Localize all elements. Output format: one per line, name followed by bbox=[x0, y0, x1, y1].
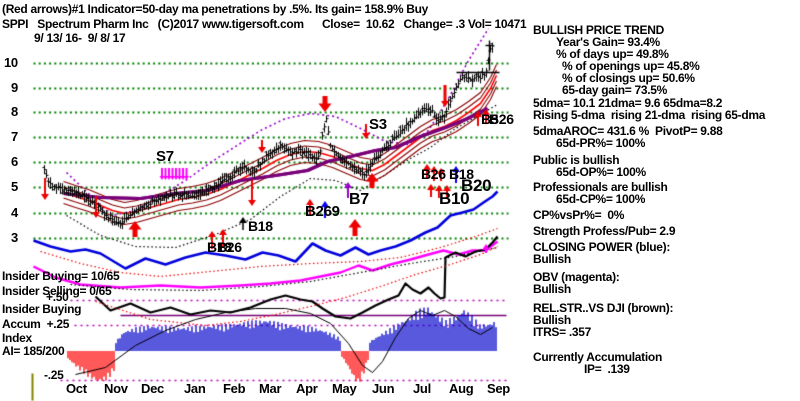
month-sep: Sep bbox=[487, 381, 510, 396]
month-jun: Jun bbox=[372, 381, 395, 396]
panel-65day-gain: 65-day gain= 73.5% bbox=[562, 83, 667, 97]
panel-relstr-status: Bullish bbox=[533, 313, 571, 327]
signal-b20: B20 bbox=[461, 176, 492, 195]
accum-ai-value: AI= 185/200 bbox=[2, 344, 65, 358]
signal-b5-top: B5 bbox=[481, 111, 499, 127]
panel-aroc-pivot: 5dmaAROC= 431.6 % PivotP= 9.88 bbox=[533, 124, 723, 138]
signal-s7: S7 bbox=[156, 148, 174, 165]
signal-b18-right: B18 bbox=[449, 166, 474, 182]
month-oct: Oct bbox=[66, 381, 87, 396]
panel-65d-pr: 65d-PR%= 100% bbox=[556, 136, 646, 150]
month-dec: Dec bbox=[141, 381, 164, 396]
signal-b26-low: B26 bbox=[217, 239, 242, 255]
header-date-range: 9/ 13/ 16- 9/ 8/ 17 bbox=[34, 31, 126, 45]
month-apr: Apr bbox=[296, 381, 318, 396]
yaxis-8: 8 bbox=[11, 104, 18, 119]
panel-cp-status: Bullish bbox=[533, 252, 571, 266]
signal-b26-top: B26 bbox=[489, 111, 514, 127]
panel-openings-up: % of openings up= 45.8% bbox=[562, 59, 700, 73]
panel-obv-title: OBV (magenta): bbox=[533, 270, 620, 284]
month-mar: Mar bbox=[259, 381, 282, 396]
panel-65d-cp: 65d-CP%= 100% bbox=[556, 192, 646, 206]
month-may: May bbox=[332, 381, 357, 396]
panel-cp-vs-pr: CP%vsPr%= 0% bbox=[533, 208, 625, 222]
yaxis-9: 9 bbox=[11, 80, 18, 95]
month-feb: Feb bbox=[223, 381, 246, 396]
panel-trend-title: BULLISH PRICE TREND bbox=[533, 23, 664, 37]
accum-title-1: Insider Buying bbox=[2, 302, 82, 316]
panel-dma-values: 5dma= 10.1 21dma= 9.6 65dma=8.2 bbox=[533, 96, 723, 110]
accum-level-minus25: -.25 bbox=[44, 368, 64, 382]
accum-level-plus50: +.50 bbox=[46, 290, 69, 304]
panel-dma-rising: Rising 5-dma rising 21-dma rising 65-dma bbox=[533, 108, 766, 122]
panel-days-up: % of days up= 49.8% bbox=[556, 47, 669, 61]
panel-obv-status: Bullish bbox=[533, 282, 571, 296]
header-line-1: (Red arrows)#1 Indicator=50-day ma penet… bbox=[2, 2, 429, 16]
insider-buying-count: Insider Buying= 10/65 bbox=[2, 269, 120, 283]
signal-b7: B7 bbox=[349, 191, 369, 208]
panel-relstr-title: REL.STR..VS DJI (brown): bbox=[533, 301, 674, 315]
panel-professionals: Professionals are bullish bbox=[533, 180, 668, 194]
yaxis-7: 7 bbox=[11, 129, 18, 144]
yaxis-4: 4 bbox=[11, 205, 18, 220]
panel-currently: Currently Accumulation bbox=[533, 350, 662, 364]
insider-selling-count: Insider Selling= 0/65 bbox=[2, 284, 112, 298]
yaxis-3: 3 bbox=[11, 230, 18, 245]
panel-public: Public is bullish bbox=[533, 153, 620, 167]
signal-b10: B10 bbox=[439, 189, 470, 208]
month-aug: Aug bbox=[449, 381, 474, 396]
yaxis-6: 6 bbox=[11, 154, 18, 169]
accum-title-2: Accum +.25 bbox=[2, 317, 70, 331]
month-nov: Nov bbox=[104, 381, 128, 396]
signal-s3: S3 bbox=[369, 116, 387, 133]
panel-itrs: ITRS= .357 bbox=[533, 325, 592, 339]
panel-strength: Strength Profess/Pub= 2.9 bbox=[533, 224, 676, 238]
panel-years-gain: Year's Gain= 93.4% bbox=[556, 35, 660, 49]
signal-b18-low: B18 bbox=[207, 239, 232, 255]
yaxis-10: 10 bbox=[4, 55, 18, 70]
month-jan: Jan bbox=[184, 381, 206, 396]
header-line-2: SPPI Spectrum Pharm Inc (C)2017 www.tige… bbox=[2, 17, 527, 31]
accum-title-3: Index bbox=[2, 331, 32, 345]
month-jul: Jul bbox=[413, 381, 431, 396]
panel-65d-op: 65d-OP%= 100% bbox=[556, 165, 646, 179]
signal-b269: B269 bbox=[305, 203, 340, 220]
panel-ip: IP= .139 bbox=[584, 362, 630, 376]
signal-b18-mid: B18 bbox=[248, 218, 273, 234]
panel-closings-up: % of closings up= 50.6% bbox=[562, 71, 695, 85]
yaxis-5: 5 bbox=[11, 179, 18, 194]
panel-cp-title: CLOSING POWER (blue): bbox=[533, 240, 671, 254]
signal-b26-right: B26 bbox=[421, 166, 446, 182]
